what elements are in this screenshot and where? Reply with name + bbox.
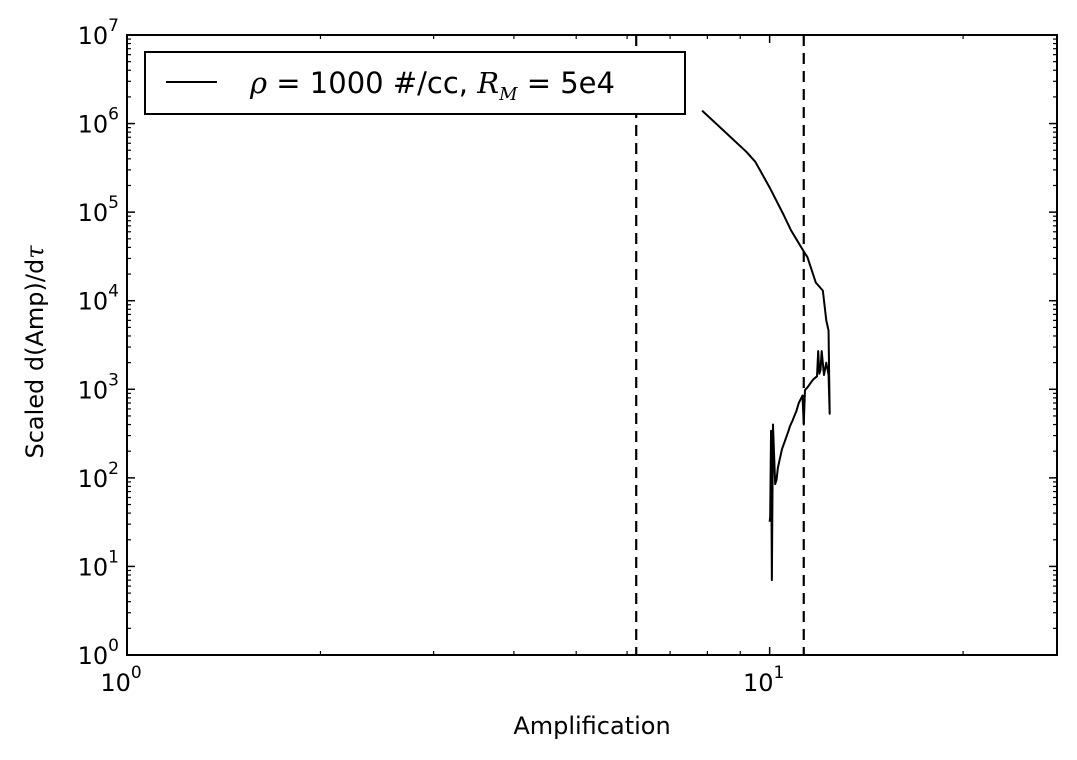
y-axis-label: Scaled d(Amp)/dτ (21, 245, 49, 459)
y-tick-label: 107 (78, 16, 119, 50)
y-tick-label: 106 (78, 105, 119, 139)
y-tick-label-exponent: 2 (108, 459, 119, 479)
y-tick-label: 100 (78, 636, 119, 670)
x-tick-label: 100 (100, 663, 141, 697)
x-tick-label-base: 10 (100, 669, 131, 697)
y-tick-label-exponent: 5 (108, 193, 119, 213)
x-axis-label: Amplification (513, 712, 670, 740)
y-tick-label: 103 (78, 370, 119, 404)
x-tick-label: 101 (743, 663, 784, 697)
legend-text-part: M (498, 84, 518, 105)
legend-text-part: R (476, 66, 499, 100)
y-tick-label-base: 10 (78, 376, 109, 404)
y-tick-label-base: 10 (78, 642, 109, 670)
y-tick-label-base: 10 (78, 111, 109, 139)
y-tick-label-exponent: 0 (108, 636, 119, 656)
y-axis-label-symbol: τ (21, 245, 49, 259)
x-tick-label-exponent: 1 (773, 663, 784, 683)
legend-text-part: = 5e4 (518, 66, 615, 100)
y-tick-label: 105 (78, 193, 119, 227)
y-tick-label-base: 10 (78, 465, 109, 493)
y-axis-label-prefix: Scaled d(Amp)/d (21, 259, 49, 459)
series-line (701, 109, 831, 582)
legend-box (144, 51, 686, 115)
legend-text-part: ρ (249, 66, 267, 100)
y-tick-label: 102 (78, 459, 119, 493)
y-tick-label-base: 10 (78, 553, 109, 581)
y-tick-label-base: 10 (78, 288, 109, 316)
y-tick-label-exponent: 1 (108, 547, 119, 567)
legend: ρ = 1000 #/cc, RM = 5e4 (144, 51, 686, 115)
y-tick-label-exponent: 7 (108, 16, 119, 36)
y-tick-label-exponent: 3 (108, 370, 119, 390)
series-layer (701, 109, 831, 582)
x-tick-label-base: 10 (743, 669, 774, 697)
y-tick-label: 101 (78, 547, 119, 581)
axis-ticks (126, 34, 1057, 656)
legend-text-part: = 1000 #/cc, (267, 66, 477, 100)
y-tick-label-exponent: 4 (108, 282, 119, 302)
reference-lines (635, 35, 805, 655)
y-tick-label-base: 10 (78, 199, 109, 227)
x-tick-label-exponent: 0 (131, 663, 142, 683)
plot-frame (126, 34, 1058, 656)
y-tick-label: 104 (78, 282, 119, 316)
legend-entry-label: ρ = 1000 #/cc, RM = 5e4 (249, 66, 615, 105)
y-tick-label-base: 10 (78, 22, 109, 50)
y-tick-label-exponent: 6 (108, 105, 119, 125)
